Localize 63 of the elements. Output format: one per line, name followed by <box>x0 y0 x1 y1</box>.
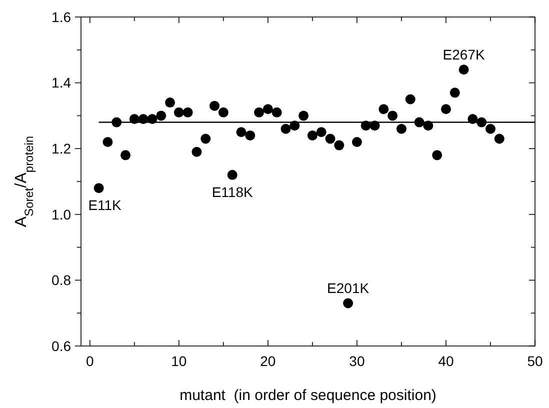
point <box>476 117 487 128</box>
point <box>192 146 202 157</box>
point <box>272 107 282 118</box>
point <box>290 120 300 131</box>
point <box>112 117 122 128</box>
point <box>147 114 158 124</box>
point <box>378 104 389 114</box>
y-tick-label: 1.2 <box>52 140 72 156</box>
x-tick-label: 10 <box>171 353 187 369</box>
y-tick-label: 1.4 <box>52 74 72 91</box>
point <box>165 98 176 108</box>
point <box>156 110 166 121</box>
x-axis-title: mutant (in order of sequence position) <box>180 387 436 404</box>
point <box>94 183 104 194</box>
x-tick-label: 30 <box>349 353 365 369</box>
x-tick-label: 50 <box>527 353 543 369</box>
point <box>200 134 211 144</box>
annotation: E201K <box>327 280 370 296</box>
point <box>388 110 398 121</box>
point <box>423 120 434 131</box>
point <box>129 114 140 124</box>
x-tick-label: 40 <box>438 353 454 369</box>
point <box>414 117 424 128</box>
point <box>138 114 148 124</box>
point <box>227 170 238 180</box>
annotation: E267K <box>442 46 486 63</box>
y-tick-label: 1.0 <box>52 206 72 222</box>
point <box>316 127 326 138</box>
point <box>298 110 309 121</box>
point <box>210 100 220 111</box>
point <box>485 124 496 134</box>
point <box>360 120 371 131</box>
point <box>458 64 469 75</box>
point <box>245 130 256 140</box>
point <box>174 107 184 118</box>
point <box>182 107 193 118</box>
point <box>102 137 113 148</box>
point <box>370 120 380 131</box>
point <box>450 88 460 98</box>
annotation: E11K <box>88 197 122 214</box>
point <box>280 124 291 134</box>
point <box>343 298 354 308</box>
y-tick-label: 0.8 <box>52 272 72 288</box>
point <box>254 107 264 118</box>
point <box>325 134 336 144</box>
point <box>307 130 318 140</box>
point <box>405 94 416 104</box>
point <box>120 150 131 160</box>
annotation: E118K <box>212 184 254 200</box>
point <box>396 124 406 134</box>
point <box>236 127 246 138</box>
point <box>352 137 362 148</box>
point <box>218 107 228 118</box>
point <box>262 104 273 114</box>
x-tick-label: 20 <box>260 353 276 369</box>
point <box>494 134 504 144</box>
point <box>440 104 451 114</box>
point <box>432 150 442 160</box>
y-tick-label: 0.6 <box>52 338 72 354</box>
y-tick-label: 1.6 <box>52 8 72 25</box>
point <box>334 140 344 150</box>
point <box>468 114 478 124</box>
x-tick-label: 0 <box>86 353 94 369</box>
